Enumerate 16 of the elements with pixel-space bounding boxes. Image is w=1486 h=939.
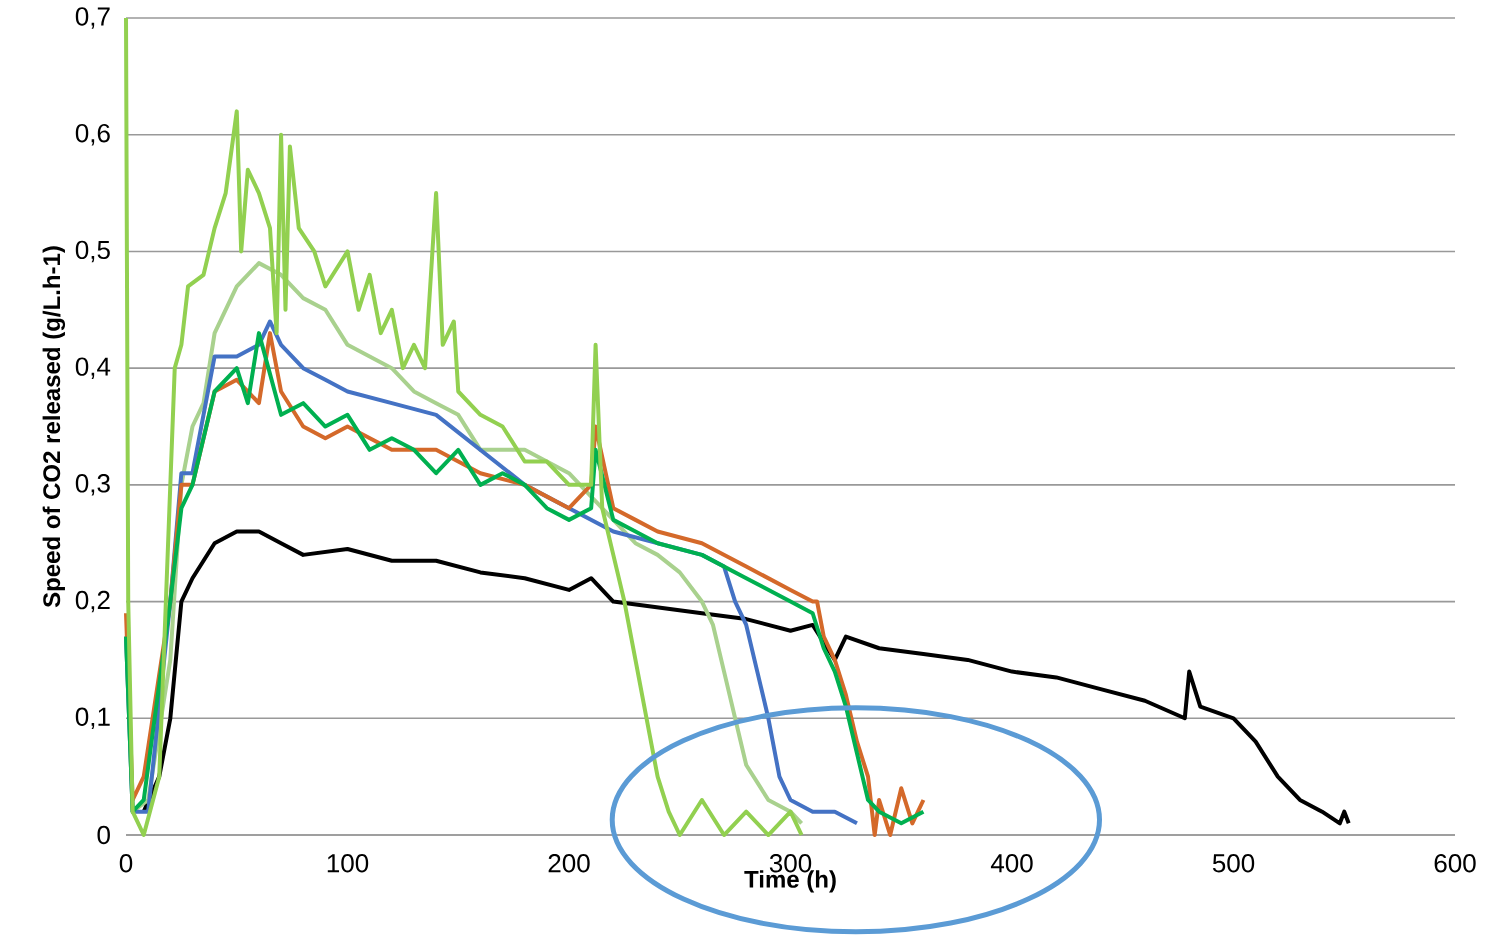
y-tick-label: 0,5 — [75, 240, 110, 263]
x-tick-label: 400 — [990, 854, 1033, 873]
y-tick-label: 0,3 — [75, 474, 110, 496]
y-tick-label: 0,1 — [75, 707, 110, 730]
y-tick-label: 0,4 — [75, 357, 111, 379]
x-tick-label: 200 — [548, 854, 590, 873]
x-tick-label: 100 — [327, 854, 369, 873]
y-tick-label: 0,2 — [75, 590, 110, 613]
x-tick-label: 0 — [119, 854, 133, 873]
x-tick-label: 500 — [1212, 854, 1255, 873]
y-tick-label: 0,6 — [75, 123, 110, 146]
line-series — [124, 16, 804, 837]
y-tick-label: 0,7 — [75, 7, 110, 29]
x-tick-label: 600 — [1434, 854, 1476, 873]
y-axis-title: Speed of CO2 released (g/L.h-1) — [42, 246, 66, 608]
y-tick-label: 0 — [97, 825, 110, 845]
